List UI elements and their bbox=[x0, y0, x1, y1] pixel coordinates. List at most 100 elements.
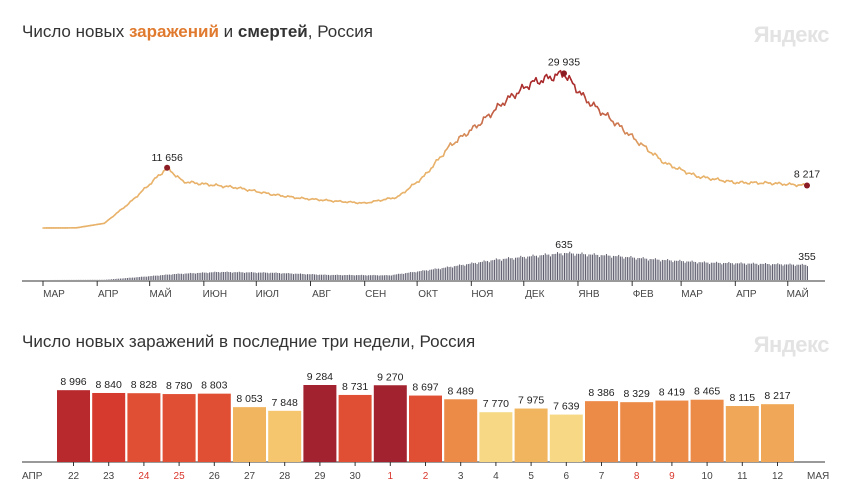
deaths-bar bbox=[492, 260, 494, 280]
deaths-bar bbox=[462, 264, 464, 280]
deaths-bar bbox=[453, 266, 455, 280]
deaths-bar bbox=[738, 263, 740, 280]
deaths-bar bbox=[362, 275, 364, 280]
deaths-bar bbox=[768, 264, 770, 280]
deaths-bar bbox=[691, 260, 693, 280]
deaths-bar bbox=[695, 261, 697, 280]
infections-segment bbox=[528, 81, 532, 91]
deaths-bar bbox=[796, 264, 798, 280]
deaths-bar bbox=[340, 274, 342, 280]
deaths-bar bbox=[373, 274, 375, 280]
deaths-bar bbox=[791, 264, 793, 280]
deaths-bar bbox=[663, 260, 665, 280]
deaths-bar bbox=[786, 264, 788, 280]
deaths-bar bbox=[380, 275, 382, 280]
deaths-bar bbox=[801, 263, 803, 280]
x-tick-label: СЕН bbox=[365, 289, 386, 300]
deaths-bar bbox=[249, 272, 251, 280]
deaths-bar bbox=[604, 255, 606, 280]
deaths-bar bbox=[139, 277, 141, 280]
deaths-bar bbox=[347, 275, 349, 280]
day-bar bbox=[479, 412, 513, 462]
deaths-bar bbox=[133, 277, 135, 280]
deaths-bar bbox=[300, 273, 301, 280]
day-tick-label: 22 bbox=[68, 471, 80, 482]
deaths-bar bbox=[457, 265, 459, 280]
deaths-bar bbox=[630, 256, 632, 280]
deaths-bar bbox=[574, 255, 576, 280]
infections-segment bbox=[535, 76, 539, 84]
infections-segment bbox=[456, 136, 460, 143]
infections-last-label: 8 217 bbox=[794, 169, 820, 181]
infections-segment bbox=[645, 145, 649, 152]
deaths-bar bbox=[376, 275, 378, 280]
deaths-bar bbox=[787, 264, 789, 280]
deaths-bar bbox=[761, 263, 763, 280]
deaths-bar bbox=[782, 265, 784, 280]
deaths-bar bbox=[121, 278, 123, 280]
deaths-bar bbox=[361, 274, 363, 280]
deaths-bar bbox=[595, 254, 597, 280]
deaths-bar bbox=[158, 275, 160, 280]
day-value-label: 8 803 bbox=[201, 380, 227, 392]
deaths-bar bbox=[789, 263, 791, 280]
infections-segment bbox=[542, 75, 546, 84]
deaths-bar bbox=[611, 257, 613, 280]
deaths-bar bbox=[439, 269, 441, 280]
deaths-bar bbox=[672, 262, 674, 280]
x-tick-label: МАЙ bbox=[787, 287, 809, 300]
deaths-bar bbox=[625, 256, 627, 280]
deaths-bar bbox=[366, 275, 368, 280]
deaths-bar bbox=[390, 275, 392, 280]
deaths-bar bbox=[343, 275, 345, 280]
deaths-bar bbox=[181, 273, 183, 280]
day-value-label: 8 053 bbox=[236, 393, 262, 405]
infections-word: заражений bbox=[128, 22, 219, 41]
deaths-bar bbox=[396, 274, 398, 280]
deaths-bar bbox=[350, 275, 352, 280]
x-tick-label: МАЙ bbox=[150, 287, 172, 300]
deaths-bar bbox=[563, 253, 565, 280]
deaths-bar bbox=[329, 275, 331, 280]
deaths-bar bbox=[425, 270, 427, 280]
deaths-bar bbox=[560, 253, 562, 280]
deaths-bar bbox=[114, 278, 116, 280]
deaths-bar bbox=[558, 253, 560, 280]
deaths-bar bbox=[754, 263, 756, 280]
x-tick-label: АПР bbox=[736, 289, 757, 300]
deaths-bar bbox=[111, 279, 113, 280]
deaths-bar bbox=[520, 255, 522, 280]
deaths-bar bbox=[240, 272, 242, 280]
deaths-bar bbox=[125, 278, 127, 280]
deaths-bar bbox=[780, 264, 782, 280]
deaths-bar bbox=[490, 260, 492, 280]
deaths-bar bbox=[689, 261, 691, 280]
deaths-bar bbox=[539, 255, 541, 280]
day-tick-label: 28 bbox=[279, 471, 291, 482]
day-bar bbox=[690, 399, 724, 462]
deaths-bar bbox=[649, 259, 651, 280]
deaths-bar bbox=[675, 260, 677, 280]
infections-segment bbox=[606, 112, 611, 119]
deaths-bar bbox=[259, 272, 261, 280]
deaths-bar bbox=[230, 272, 232, 280]
day-bar bbox=[725, 406, 759, 462]
deaths-bar bbox=[237, 272, 239, 280]
deaths-bar bbox=[702, 262, 704, 280]
deaths-bar bbox=[245, 272, 247, 280]
deaths-bar bbox=[198, 272, 200, 280]
deaths-bar bbox=[793, 264, 795, 280]
day-bar bbox=[444, 399, 478, 462]
deaths-bar bbox=[550, 256, 551, 280]
deaths-bar bbox=[476, 264, 478, 280]
deaths-word: смертей bbox=[237, 22, 308, 41]
deaths-bar bbox=[147, 276, 149, 280]
deaths-bar bbox=[473, 263, 475, 280]
deaths-bar bbox=[543, 255, 545, 280]
month-right-label: МАЯ bbox=[807, 471, 829, 482]
deaths-bar bbox=[518, 257, 520, 280]
deaths-bar bbox=[422, 270, 424, 280]
deaths-bar bbox=[184, 273, 186, 280]
deaths-bar bbox=[670, 260, 672, 280]
deaths-bar bbox=[740, 262, 742, 280]
